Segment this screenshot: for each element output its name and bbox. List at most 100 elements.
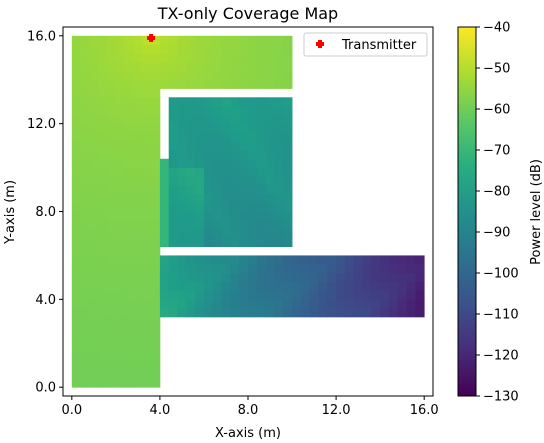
heatmap-cell (371, 264, 380, 273)
heatmap-cell (310, 264, 319, 273)
heatmap-cell (222, 229, 231, 238)
heatmap-cell (133, 106, 142, 115)
heatmap-cell (371, 291, 380, 300)
heatmap-cell (292, 291, 301, 300)
heatmap-cell (98, 45, 107, 54)
heatmap-cell (380, 282, 389, 291)
heatmap-cell (230, 132, 239, 141)
heatmap-cell (257, 194, 266, 203)
heatmap-cell (222, 45, 231, 54)
heatmap-cell (213, 255, 222, 264)
heatmap-cell (89, 247, 98, 256)
heatmap-cell (125, 317, 134, 326)
heatmap-cell (213, 176, 222, 185)
heatmap-cell (239, 264, 248, 273)
heatmap-cell (257, 80, 266, 89)
heatmap-cell (274, 273, 283, 282)
x-tick-label: 8.0 (238, 403, 259, 418)
heatmap-cell (169, 71, 178, 80)
heatmap-cell (89, 238, 98, 247)
heatmap-cell (98, 352, 107, 361)
heatmap-cell (107, 308, 116, 317)
heatmap-cell (301, 291, 310, 300)
heatmap-cell (195, 255, 204, 264)
heatmap-cell (107, 282, 116, 291)
heatmap-cell (318, 282, 327, 291)
heatmap-cell (98, 378, 107, 387)
heatmap-cell (107, 370, 116, 379)
heatmap-cell (98, 159, 107, 168)
heatmap-cell (345, 273, 354, 282)
heatmap (72, 36, 425, 388)
heatmap-cell (248, 185, 257, 194)
heatmap-cell (107, 71, 116, 80)
heatmap-cell (125, 247, 134, 256)
heatmap-cell (363, 264, 372, 273)
heatmap-cell (81, 194, 90, 203)
heatmap-cell (266, 36, 275, 45)
heatmap-cell (248, 159, 257, 168)
heatmap-cell (142, 326, 151, 335)
heatmap-cell (89, 203, 98, 212)
heatmap-cell (257, 176, 266, 185)
heatmap-cell (363, 273, 372, 282)
heatmap-cell (107, 36, 116, 45)
heatmap-cell (213, 115, 222, 124)
heatmap-cell (239, 124, 248, 133)
heatmap-cell (195, 273, 204, 282)
heatmap-cell (89, 185, 98, 194)
heatmap-cell (257, 132, 266, 141)
heatmap-cell (257, 255, 266, 264)
heatmap-cell (213, 97, 222, 106)
heatmap-cell (257, 220, 266, 229)
heatmap-cell (133, 238, 142, 247)
heatmap-cell (292, 273, 301, 282)
heatmap-cell (283, 71, 292, 80)
heatmap-cell (380, 264, 389, 273)
heatmap-cell (230, 62, 239, 71)
colorbar-tick-label: −100 (483, 267, 519, 282)
heatmap-cell (222, 97, 231, 106)
heatmap-cell (81, 326, 90, 335)
heatmap-cell (222, 194, 231, 203)
heatmap-cell (222, 141, 231, 150)
heatmap-cell (116, 194, 125, 203)
heatmap-cell (248, 124, 257, 133)
heatmap-cell (230, 36, 239, 45)
heatmap-cell (125, 168, 134, 177)
heatmap-cell (178, 229, 187, 238)
heatmap-cell (266, 291, 275, 300)
heatmap-cell (248, 299, 257, 308)
heatmap-cell (98, 185, 107, 194)
heatmap-cell (230, 159, 239, 168)
heatmap-cell (239, 185, 248, 194)
heatmap-cell (107, 326, 116, 335)
heatmap-cell (142, 317, 151, 326)
heatmap-cell (266, 124, 275, 133)
heatmap-cell (257, 62, 266, 71)
heatmap-cell (116, 124, 125, 133)
heatmap-cell (239, 273, 248, 282)
heatmap-cell (107, 115, 116, 124)
heatmap-cell (116, 282, 125, 291)
heatmap-cell (266, 212, 275, 221)
heatmap-cell (160, 80, 169, 89)
heatmap-cell (239, 212, 248, 221)
heatmap-cell (151, 53, 160, 62)
heatmap-cell (186, 194, 195, 203)
heatmap-cell (89, 89, 98, 98)
heatmap-cell (178, 71, 187, 80)
heatmap-cell (195, 124, 204, 133)
heatmap-cell (178, 36, 187, 45)
heatmap-cell (151, 45, 160, 54)
heatmap-cell (283, 53, 292, 62)
heatmap-cell (142, 71, 151, 80)
heatmap-cell (142, 115, 151, 124)
heatmap-cell (81, 238, 90, 247)
heatmap-cell (204, 62, 213, 71)
heatmap-cell (266, 62, 275, 71)
heatmap-cell (125, 361, 134, 370)
heatmap-cell (151, 141, 160, 150)
heatmap-cell (89, 212, 98, 221)
heatmap-cell (151, 299, 160, 308)
